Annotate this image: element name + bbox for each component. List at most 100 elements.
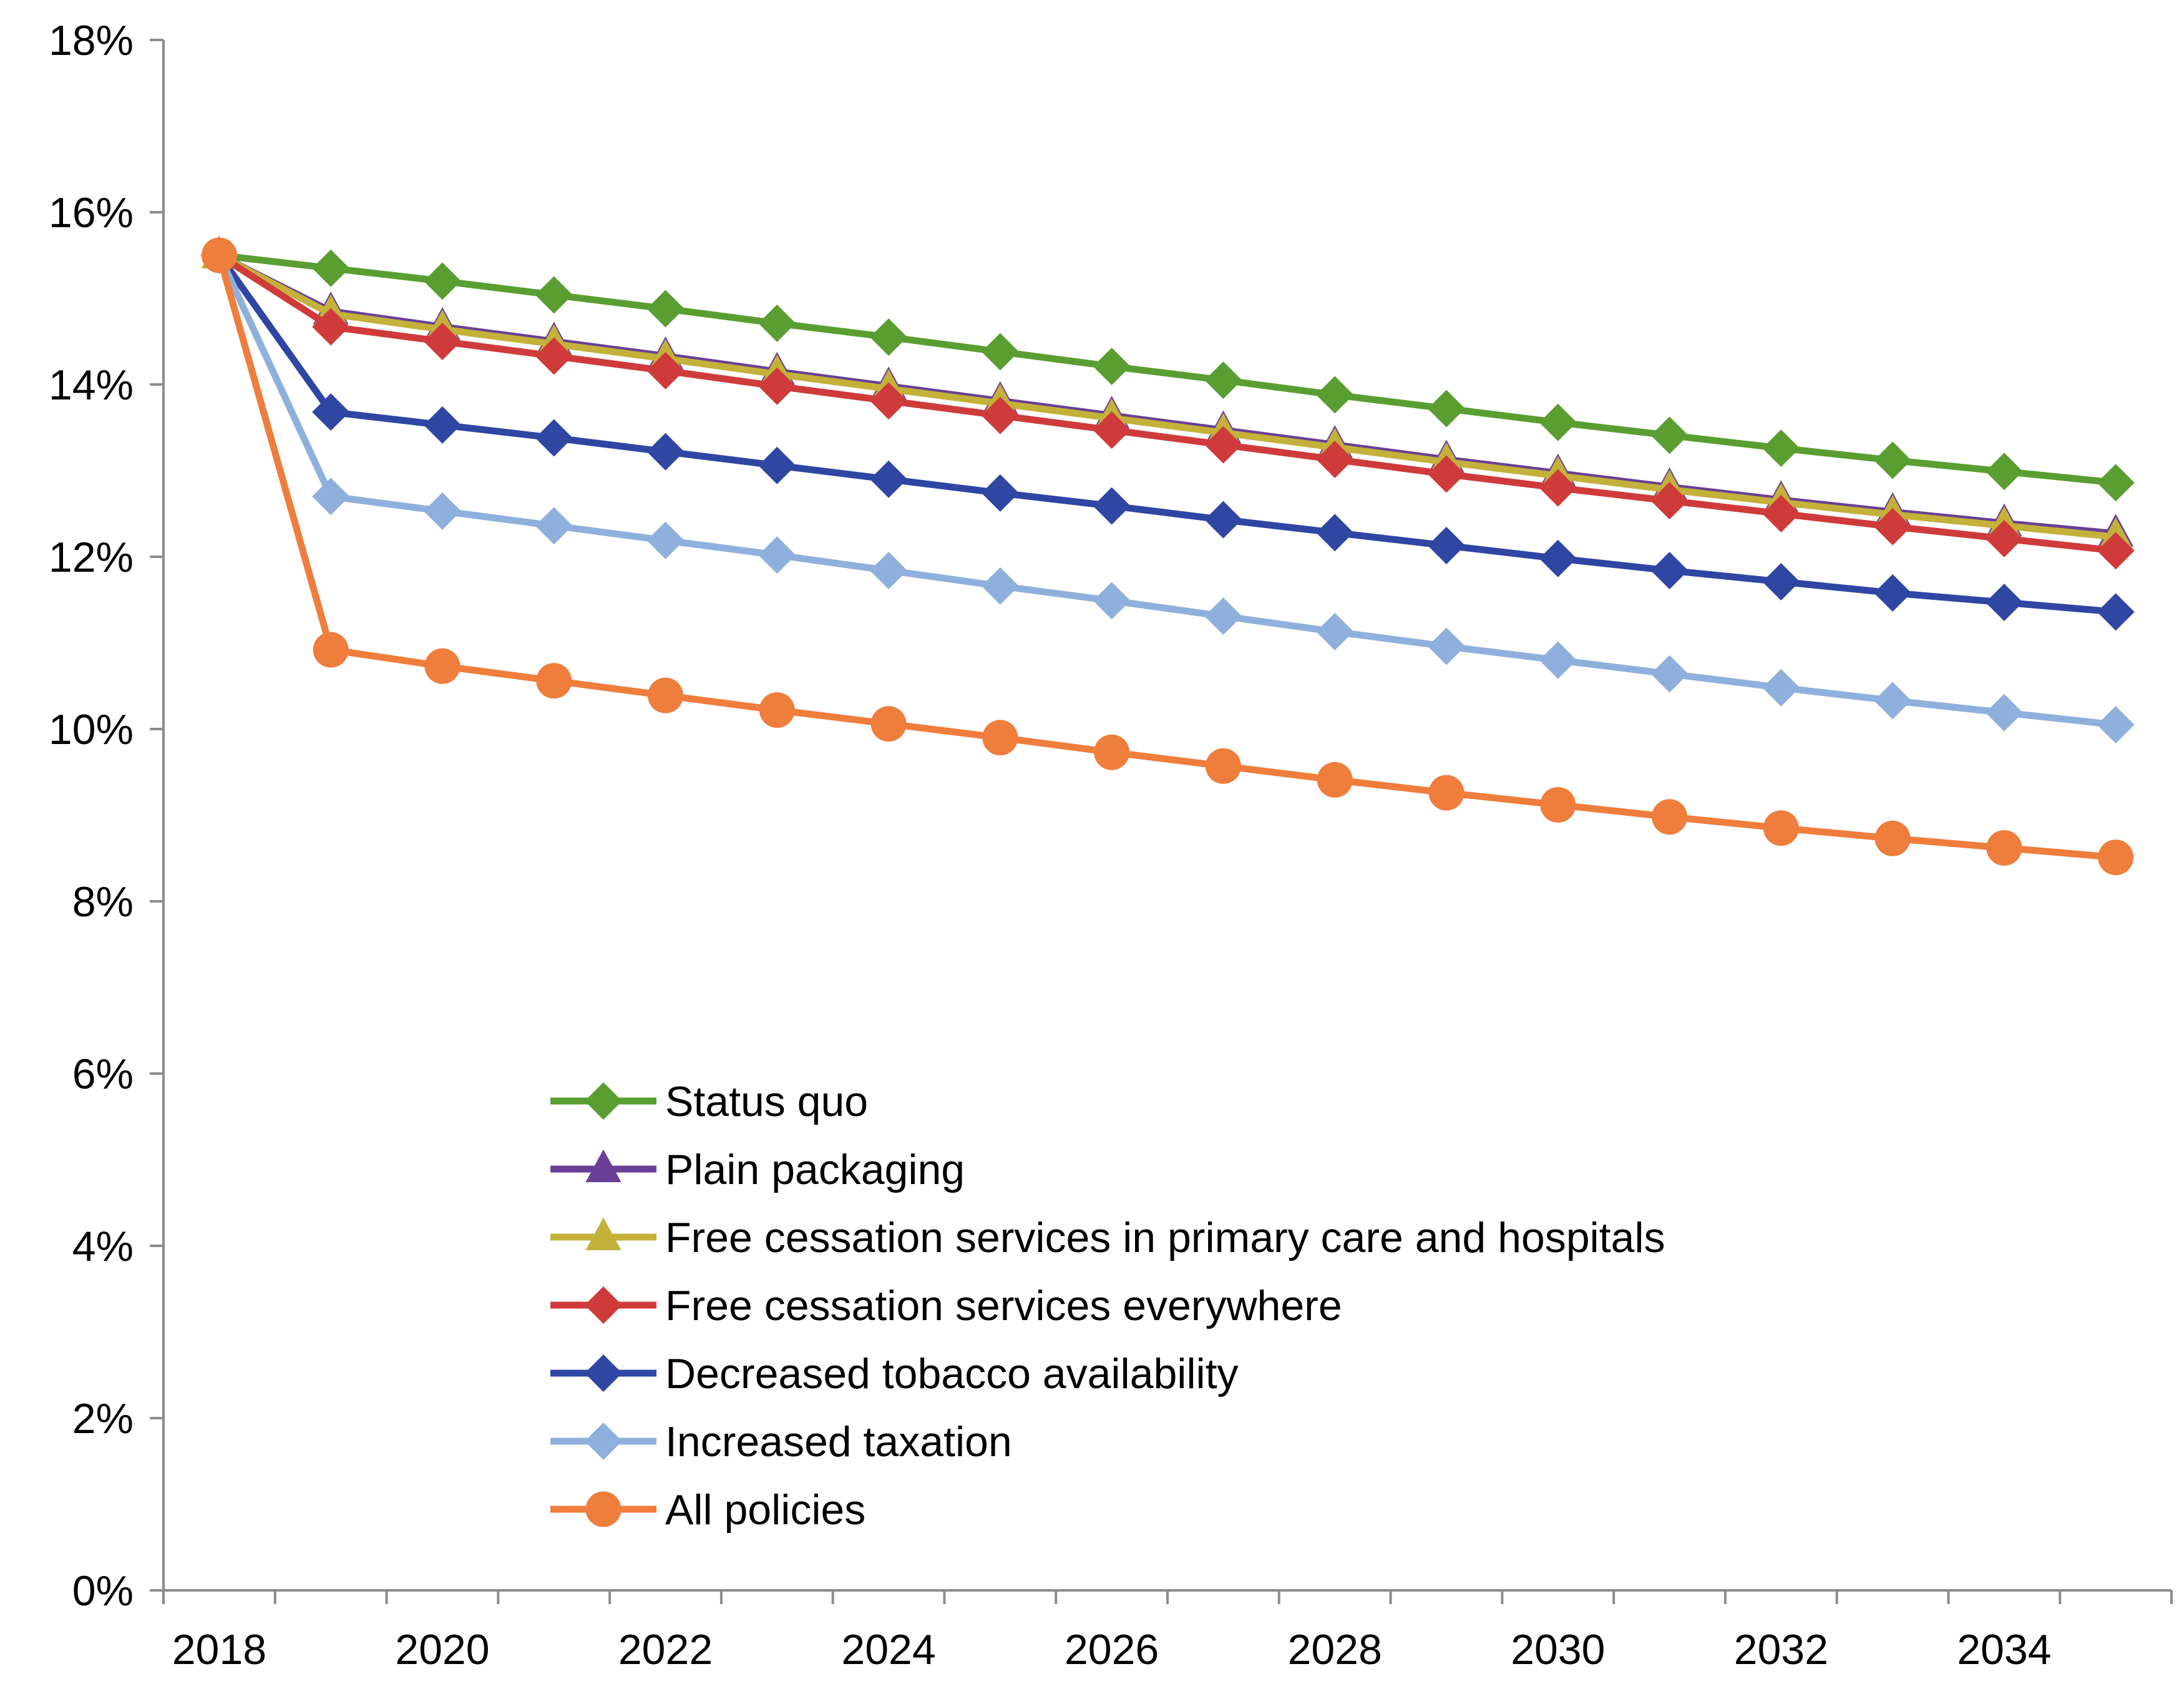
data-point <box>870 460 908 498</box>
legend-label: Free cessation services everywhere <box>665 1282 1342 1329</box>
data-point <box>1985 693 2023 732</box>
data-point <box>1986 830 2022 866</box>
data-point <box>1874 441 1912 479</box>
x-tick-label: 2018 <box>172 1626 266 1673</box>
data-point <box>1650 482 1689 520</box>
series-5 <box>200 237 2135 744</box>
series-lines <box>200 235 2135 876</box>
x-tick-label: 2034 <box>1957 1626 2051 1673</box>
data-point <box>2097 532 2135 570</box>
x-tick-label: 2024 <box>841 1626 935 1673</box>
data-point <box>1204 426 1242 464</box>
series-0 <box>200 237 2135 502</box>
data-point <box>1093 348 1131 386</box>
data-point <box>2097 593 2135 631</box>
data-point <box>1650 416 1689 454</box>
data-point <box>1094 734 1130 770</box>
data-point <box>1539 641 1577 679</box>
data-point <box>2098 840 2134 876</box>
data-point <box>1428 775 1465 811</box>
data-point <box>423 492 461 530</box>
data-point <box>1093 411 1131 449</box>
x-tick-label: 2022 <box>618 1626 713 1673</box>
data-point <box>648 677 683 713</box>
data-point <box>870 382 908 420</box>
data-point <box>535 337 573 375</box>
data-point <box>1317 761 1353 798</box>
legend-swatch-marker <box>585 1149 622 1182</box>
data-point <box>312 393 350 431</box>
y-tick-label: 4% <box>72 1223 134 1270</box>
data-point <box>1985 520 2023 558</box>
data-point <box>1316 441 1354 479</box>
data-point <box>1316 613 1354 651</box>
data-point <box>1316 514 1354 552</box>
data-point <box>1762 495 1800 532</box>
legend-entry: Plain packaging <box>550 1146 965 1193</box>
x-tick-label: 2030 <box>1511 1626 1605 1673</box>
data-point <box>1204 501 1242 539</box>
data-point <box>1204 597 1242 635</box>
legend-entry: Increased taxation <box>550 1418 1012 1466</box>
data-point <box>1427 627 1465 665</box>
data-point <box>646 351 685 389</box>
data-point <box>1650 655 1689 693</box>
legend-swatch-marker <box>585 1217 622 1250</box>
data-point <box>1874 820 1911 856</box>
legend-label: Plain packaging <box>665 1146 965 1193</box>
legend-label: Increased taxation <box>665 1418 1012 1466</box>
data-point <box>312 308 350 346</box>
legend-label: Status quo <box>665 1078 868 1125</box>
data-point <box>312 477 350 516</box>
legend-entry: Free cessation services in primary care … <box>550 1214 1665 1261</box>
series-3 <box>200 237 2135 570</box>
legend-entry: Decreased tobacco availability <box>550 1350 1239 1398</box>
series-line <box>217 252 2117 541</box>
series-line <box>216 253 2117 615</box>
data-point <box>535 507 573 545</box>
data-point <box>1874 507 1912 546</box>
data-point <box>201 237 237 273</box>
legend-label: Decreased tobacco availability <box>665 1350 1239 1398</box>
legend-label: Free cessation services in primary care … <box>665 1214 1665 1261</box>
data-point <box>1205 748 1241 784</box>
legend-swatch-marker <box>585 1422 622 1460</box>
data-point <box>1763 810 1799 846</box>
data-point <box>1093 487 1131 525</box>
data-point <box>424 648 461 684</box>
data-point <box>312 249 350 287</box>
series-4 <box>200 237 2135 631</box>
y-tick-label: 12% <box>49 534 134 581</box>
y-tick-label: 0% <box>72 1567 134 1615</box>
data-point <box>982 720 1018 756</box>
legend-entry: All policies <box>550 1486 865 1534</box>
series-line <box>218 252 2117 486</box>
series-line <box>216 253 2117 728</box>
data-point <box>759 692 795 728</box>
data-point <box>1762 668 1800 707</box>
y-tick-label: 16% <box>49 189 134 237</box>
legend-swatch-marker <box>585 1354 622 1392</box>
legend-swatch-marker <box>585 1286 622 1324</box>
legend-swatch-marker <box>585 1082 622 1120</box>
data-point <box>646 290 685 328</box>
data-point <box>2097 464 2135 502</box>
data-point <box>1652 799 1687 835</box>
data-point <box>313 632 349 668</box>
y-tick-label: 18% <box>49 17 134 64</box>
x-tick-label: 2028 <box>1288 1626 1382 1673</box>
data-point <box>1093 582 1131 620</box>
data-point <box>1540 786 1576 823</box>
data-point <box>646 433 685 471</box>
data-point <box>1874 682 1912 720</box>
data-point <box>1762 429 1800 468</box>
data-point <box>870 318 908 356</box>
legend-swatch-marker <box>585 1491 622 1527</box>
data-point <box>423 406 461 444</box>
x-tick-label: 2026 <box>1065 1626 1159 1673</box>
axes: 0% 2% 4% 6% 8% 10% 12% 14% 16% 18% 2018 2020 2022 202… <box>49 17 2173 1673</box>
data-point <box>1539 469 1577 507</box>
data-point <box>1204 361 1242 399</box>
